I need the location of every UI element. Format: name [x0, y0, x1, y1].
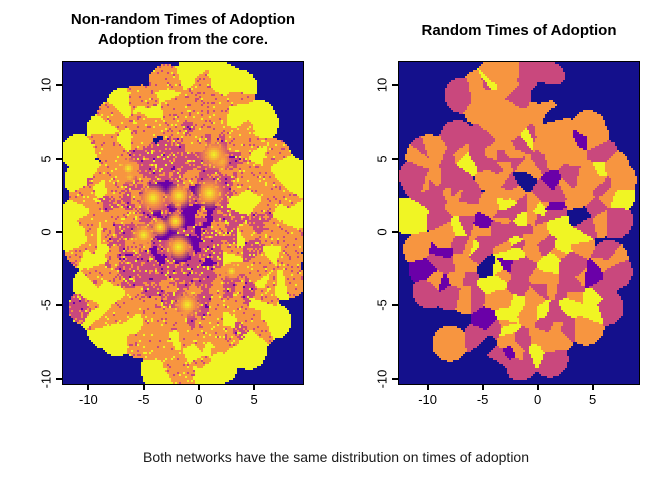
y-axis-tick: [392, 157, 398, 160]
x-axis-tick-label: 5: [588, 392, 597, 407]
y-axis-tick: [392, 304, 398, 307]
y-axis-tick-label-text: -5: [374, 299, 390, 312]
x-axis-tick: [591, 384, 594, 390]
x-axis-tick: [426, 384, 429, 390]
y-axis-tick: [392, 231, 398, 234]
right-panel-title: Random Times of Adoption: [398, 21, 640, 41]
x-axis-tick: [253, 384, 256, 390]
x-axis-tick-label: 0: [533, 392, 542, 407]
y-axis-tick: [56, 231, 62, 234]
y-axis-tick-label-text: 0: [38, 228, 54, 236]
left-heatmap-plot: -10 -5 0 5 10 5 0 -5 -10: [39, 61, 304, 407]
x-axis-tick: [142, 384, 145, 390]
x-axis-tick: [197, 384, 200, 390]
x-axis-tick-label: -10: [79, 392, 98, 407]
y-axis-tick-label-text: -10: [374, 369, 390, 389]
right-panel-title-line1: Random Times of Adoption: [421, 22, 617, 39]
x-axis-tick-label: 0: [195, 392, 203, 407]
y-axis-tick: [56, 84, 62, 87]
y-axis-tick-label-text: 0: [374, 228, 390, 236]
left-heatmap-raster: [63, 62, 303, 384]
x-axis-tick-label: -5: [476, 392, 489, 407]
x-axis-tick: [481, 384, 484, 390]
figure-caption: Both networks have the same distribution…: [143, 449, 529, 465]
y-axis-tick: [56, 304, 62, 307]
y-axis-tick: [392, 377, 398, 380]
left-panel-title-line1: Non-random Times of Adoption: [70, 11, 296, 28]
y-axis-tick: [56, 157, 62, 160]
right-heatmap-raster: [399, 62, 639, 384]
left-panel-title-line2: Adoption from the core.: [98, 31, 268, 48]
y-axis-tick-label-text: 10: [38, 78, 54, 93]
x-axis-tick-label: 5: [250, 392, 258, 407]
x-axis-tick-label: -5: [137, 392, 150, 407]
y-axis-tick-label-text: 5: [374, 155, 390, 163]
x-axis-tick-label: -10: [418, 392, 437, 407]
y-axis-tick: [392, 84, 398, 87]
left-panel-title: Non-random Times of Adoption Adoption fr…: [62, 10, 304, 50]
right-heatmap-plot: -10 -5 0 5 10 5 0 -5 -10: [375, 61, 640, 407]
y-axis-tick-label-text: 10: [374, 78, 390, 93]
x-axis-tick: [536, 384, 539, 390]
y-axis-tick-label-text: -10: [38, 369, 54, 389]
y-axis-tick-label-text: -5: [38, 299, 54, 312]
y-axis-tick-label-text: 5: [38, 155, 54, 163]
y-axis-tick: [56, 377, 62, 380]
x-axis-tick: [87, 384, 90, 390]
